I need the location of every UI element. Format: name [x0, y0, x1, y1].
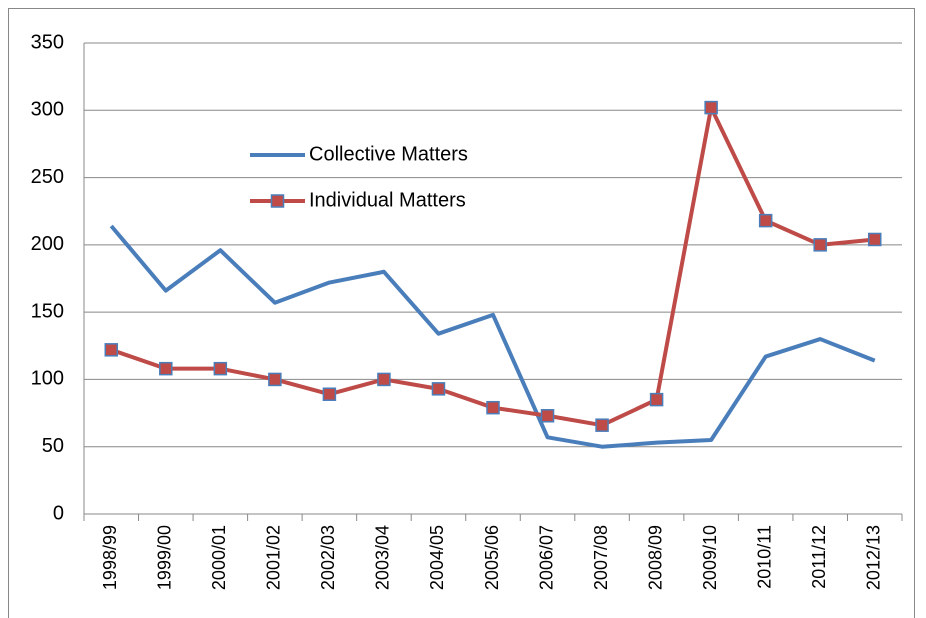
- legend-marker: [270, 194, 285, 208]
- x-tick-label: 2010/11: [754, 525, 774, 589]
- x-tick-label: 2011/12: [809, 525, 829, 589]
- series-line: [109, 224, 876, 449]
- x-tick-label: 2002/03: [318, 525, 338, 590]
- y-tick-label: 300: [31, 99, 64, 121]
- marker: [758, 213, 773, 228]
- marker: [595, 418, 609, 432]
- x-tick-label: 2004/05: [427, 525, 447, 590]
- marker: [159, 361, 173, 376]
- y-tick-label: 350: [31, 31, 64, 53]
- marker: [867, 232, 882, 247]
- y-tick-label: 50: [42, 435, 64, 457]
- marker: [486, 400, 500, 415]
- x-tick-label: 2009/10: [700, 525, 720, 590]
- marker: [213, 361, 228, 376]
- marker: [268, 372, 282, 387]
- marker: [813, 238, 827, 252]
- y-tick-label: 0: [53, 502, 64, 524]
- marker: [104, 343, 119, 357]
- marker: [649, 392, 664, 407]
- series-line: [110, 105, 875, 428]
- x-tick-label: 2007/08: [591, 525, 611, 590]
- x-tick-label: 2001/02: [264, 525, 284, 590]
- x-tick-label: 2005/06: [482, 525, 502, 590]
- y-tick-label: 250: [31, 166, 64, 188]
- y-tick-label: 200: [31, 233, 64, 255]
- x-tick-label: 1998/99: [100, 525, 120, 590]
- x-tick-label: 2008/09: [645, 525, 665, 590]
- marker: [322, 387, 337, 401]
- x-tick-label: 1999/00: [155, 525, 175, 590]
- x-tick-label: 2006/07: [536, 525, 556, 590]
- x-tick-label: 2003/04: [373, 525, 393, 590]
- y-tick-label: 100: [31, 368, 64, 390]
- marker: [540, 409, 555, 423]
- marker: [377, 372, 391, 387]
- marker: [431, 382, 446, 396]
- legend-label: Individual Matters: [309, 189, 466, 211]
- marker: [704, 100, 718, 115]
- x-tick-label: 2012/13: [863, 525, 883, 590]
- chart-border: [8, 8, 915, 618]
- legend-label: Collective Matters: [309, 143, 468, 165]
- y-tick-label: 150: [31, 300, 64, 322]
- x-tick-label: 2000/01: [209, 525, 229, 590]
